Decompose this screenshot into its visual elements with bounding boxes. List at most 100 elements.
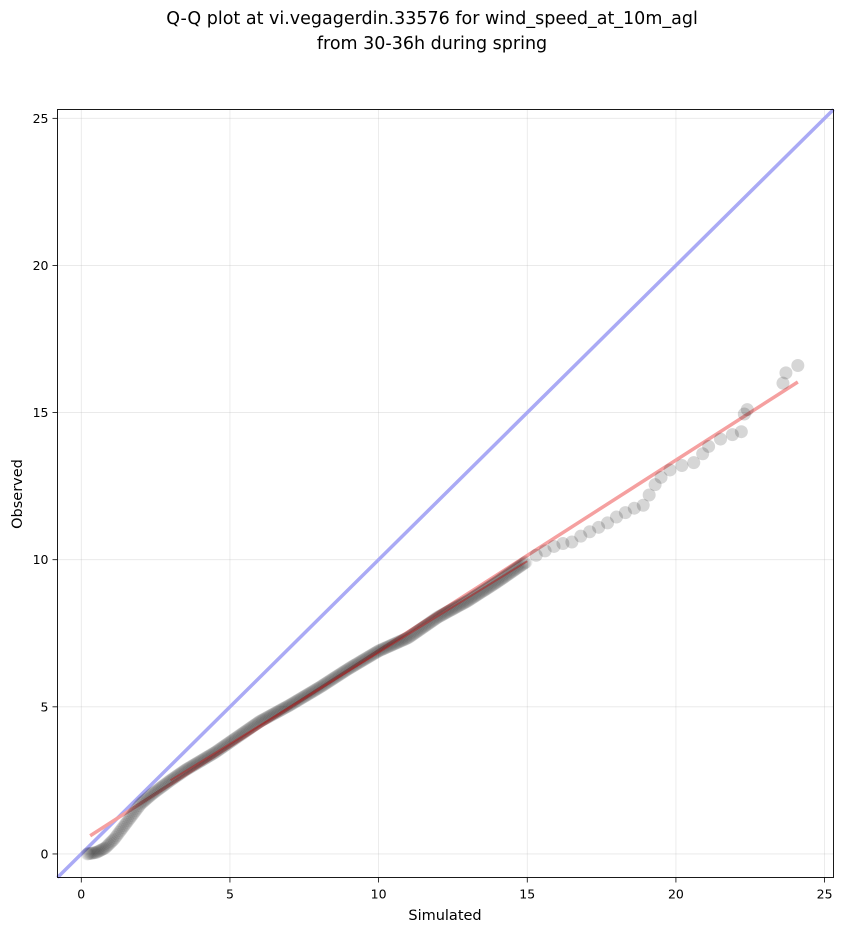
data-point <box>84 846 98 860</box>
data-point <box>574 529 588 543</box>
data-point <box>246 719 260 733</box>
data-point <box>144 788 158 802</box>
data-point <box>547 539 561 553</box>
data-point <box>241 723 255 737</box>
data-point <box>142 790 156 804</box>
grid <box>57 109 834 878</box>
data-point <box>272 704 286 718</box>
data-point <box>737 407 751 421</box>
data-point <box>108 831 122 845</box>
data-point <box>648 478 662 492</box>
data-point <box>618 506 632 520</box>
data-point <box>450 600 464 614</box>
data-point <box>80 847 94 861</box>
data-point <box>486 577 500 591</box>
data-point <box>250 716 264 730</box>
data-point <box>98 841 112 855</box>
data-point <box>404 629 418 643</box>
data-point <box>253 715 267 729</box>
y-tick-label: 10 <box>33 552 49 567</box>
data-point <box>400 631 414 645</box>
data-point <box>117 819 131 833</box>
data-point <box>725 428 739 442</box>
data-point <box>687 456 701 470</box>
data-point <box>115 822 129 836</box>
fit-line-through-points <box>169 560 528 782</box>
data-point <box>102 837 116 851</box>
data-point <box>262 709 276 723</box>
data-point <box>92 844 106 858</box>
chart-title-line-1: Q-Q plot at vi.vegagerdin.33576 for wind… <box>166 9 698 29</box>
data-point <box>485 578 499 592</box>
data-point <box>529 548 543 562</box>
data-point <box>470 588 484 602</box>
data-point <box>269 706 283 720</box>
data-point <box>247 718 261 732</box>
data-point <box>101 839 115 853</box>
data-point <box>147 786 161 800</box>
data-point <box>118 817 132 831</box>
data-point <box>411 624 425 638</box>
y-tick-label: 5 <box>41 699 49 714</box>
data-point <box>403 630 417 644</box>
data-point <box>274 703 288 717</box>
data-point <box>151 783 165 797</box>
data-point <box>263 709 277 723</box>
data-point <box>107 832 121 846</box>
data-point <box>663 463 677 477</box>
data-point <box>232 729 246 743</box>
data-point <box>148 785 162 799</box>
data-point <box>259 711 273 725</box>
data-point <box>155 780 169 794</box>
data-point <box>397 632 411 646</box>
data-point <box>468 590 482 604</box>
data-point <box>484 579 498 593</box>
data-point <box>158 777 172 791</box>
data-point <box>127 805 141 819</box>
data-point <box>89 845 103 859</box>
data-point <box>396 633 410 647</box>
data-point <box>636 498 650 512</box>
data-point <box>454 598 468 612</box>
data-point <box>405 628 419 642</box>
data-point <box>462 593 476 607</box>
x-axis-label: Simulated <box>408 908 481 924</box>
data-point <box>273 704 287 718</box>
data-point <box>257 712 271 726</box>
data-point <box>675 459 689 473</box>
data-point <box>538 544 552 558</box>
data-point <box>146 787 160 801</box>
data-point <box>474 585 488 599</box>
data-point <box>110 829 124 843</box>
data-point <box>113 824 127 838</box>
data-point <box>238 725 252 739</box>
y-tick-label: 20 <box>33 258 49 273</box>
data-point <box>458 595 472 609</box>
data-point <box>112 826 126 840</box>
data-point <box>457 596 471 610</box>
data-point <box>136 795 150 809</box>
x-tick-label: 5 <box>226 887 234 902</box>
data-point <box>132 799 146 813</box>
data-point <box>451 599 465 613</box>
data-point <box>413 622 427 636</box>
data-point <box>592 520 606 534</box>
data-point <box>268 706 282 720</box>
data-point <box>258 712 272 726</box>
data-point <box>157 778 171 792</box>
data-point <box>476 584 490 598</box>
data-point <box>696 447 710 461</box>
data-point <box>120 815 134 829</box>
data-point <box>88 846 102 860</box>
data-point <box>556 537 570 551</box>
data-point <box>740 403 754 417</box>
data-point <box>116 820 130 834</box>
data-point <box>126 807 140 821</box>
data-point <box>472 587 486 601</box>
data-point <box>461 594 475 608</box>
data-point <box>251 715 265 729</box>
data-point <box>453 598 467 612</box>
data-point <box>583 525 597 539</box>
plot-frame <box>57 109 834 878</box>
data-point <box>83 847 97 861</box>
